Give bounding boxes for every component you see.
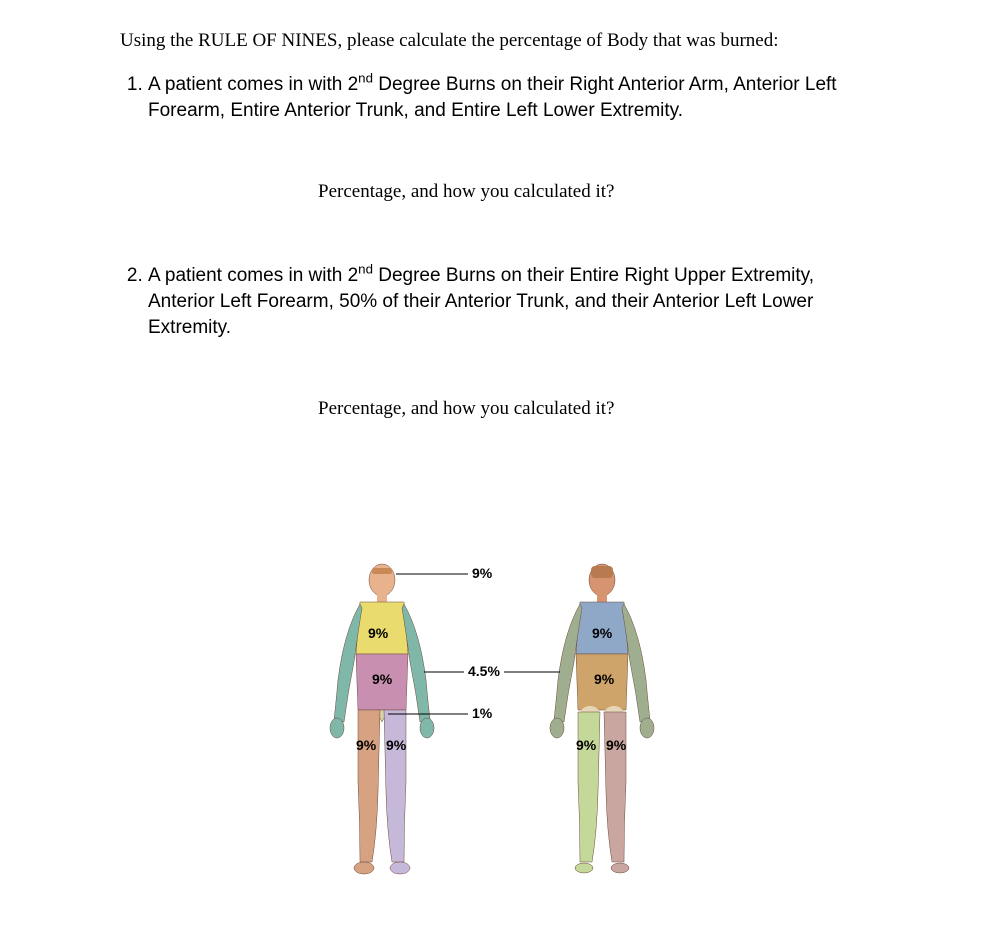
back-hand-left [550,718,564,738]
front-hair [372,568,392,574]
front-leg-left-label: 9% [356,737,377,753]
front-hand-left [330,718,344,738]
back-body: 9% 9% 9% 9% [550,564,654,873]
arm-label: 4.5% [468,663,500,679]
front-foot-right [390,862,410,874]
front-leg-right-label: 9% [386,737,407,753]
front-abdomen-label: 9% [372,671,393,687]
back-leg-right [604,712,626,862]
q2-pre: A patient comes in with 2 [148,265,358,286]
q2-prompt: Percentage, and how you calculated it? [318,396,864,422]
rule-of-nines-figure: 9% 9% 9% 9% [120,552,864,892]
question-2: A patient comes in with 2nd Degree Burns… [148,261,864,422]
back-leg-left-label: 9% [576,737,597,753]
back-upper-label: 9% [592,625,613,641]
question-1-text: A patient comes in with 2nd Degree Burns… [148,74,837,121]
front-body: 9% 9% 9% 9% [330,564,434,874]
back-leg-right-label: 9% [606,737,627,753]
back-lower-label: 9% [594,671,615,687]
q1-sup: nd [358,71,373,86]
front-neck [377,594,387,602]
head-label: 9% [472,565,493,581]
front-chest-label: 9% [368,625,389,641]
back-foot-left [575,863,593,873]
question-1: A patient comes in with 2nd Degree Burns… [148,70,864,205]
back-neck [597,594,607,602]
back-foot-right [611,863,629,873]
q1-pre: A patient comes in with 2 [148,74,358,95]
question-list: A patient comes in with 2nd Degree Burns… [120,70,864,422]
front-leg-left [358,710,380,862]
q1-prompt: Percentage, and how you calculated it? [318,179,864,205]
body-diagram-svg: 9% 9% 9% 9% [272,552,712,892]
groin-label: 1% [472,705,493,721]
back-hand-right [640,718,654,738]
back-hair [591,566,613,578]
front-foot-left [354,862,374,874]
question-2-text: A patient comes in with 2nd Degree Burns… [148,265,814,337]
front-leg-right [384,710,406,862]
intro-text: Using the RULE OF NINES, please calculat… [120,28,864,54]
q2-sup: nd [358,262,373,277]
front-hand-right [420,718,434,738]
back-leg-left [578,712,600,862]
